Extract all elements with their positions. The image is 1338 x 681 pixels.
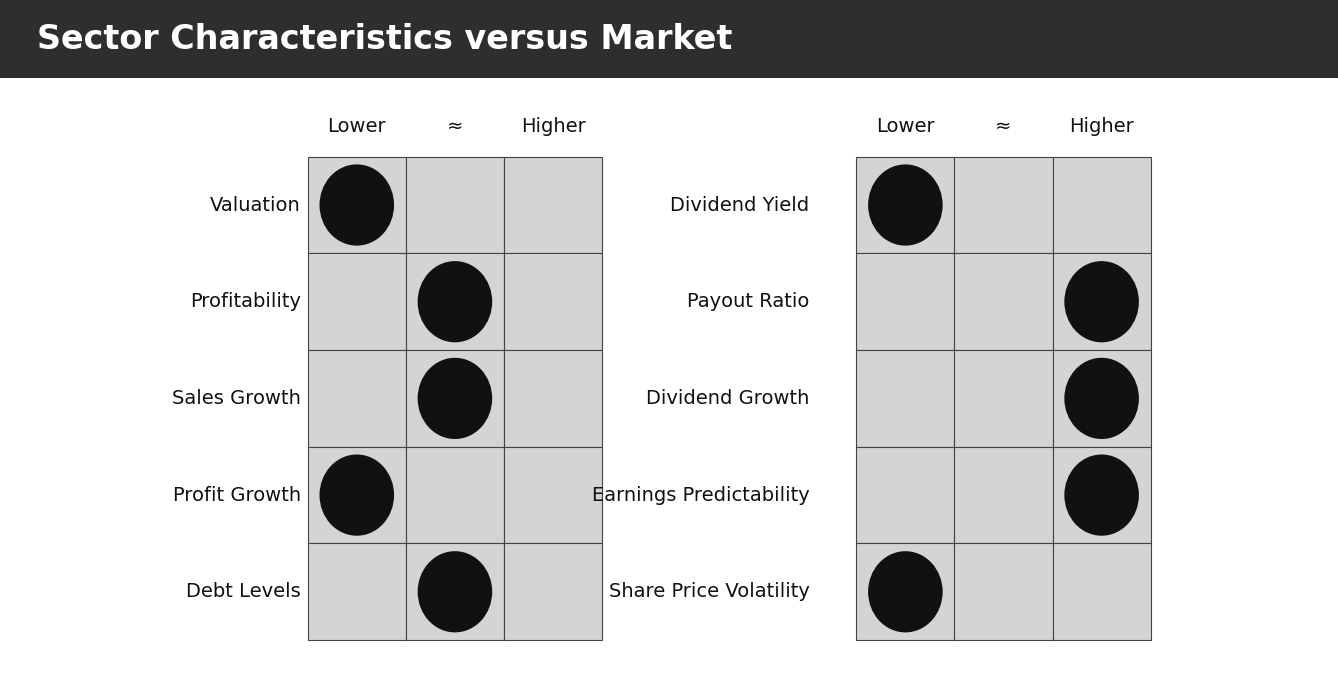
Text: Sales Growth: Sales Growth	[173, 389, 301, 408]
Ellipse shape	[417, 261, 492, 343]
Bar	[1053, 543, 1151, 640]
Bar	[504, 350, 602, 447]
Ellipse shape	[417, 358, 492, 439]
Bar	[504, 543, 602, 640]
Text: Lower: Lower	[876, 116, 935, 136]
Ellipse shape	[868, 551, 943, 633]
Ellipse shape	[1064, 261, 1139, 343]
Bar	[1053, 350, 1151, 447]
Text: Profit Growth: Profit Growth	[173, 486, 301, 505]
Bar	[405, 350, 504, 447]
Bar	[405, 157, 504, 253]
Text: ≈: ≈	[995, 116, 1012, 136]
Bar	[405, 543, 504, 640]
Bar	[856, 253, 954, 350]
Bar	[308, 350, 405, 447]
Ellipse shape	[320, 164, 395, 246]
Ellipse shape	[320, 454, 395, 536]
Bar	[1053, 447, 1151, 543]
Bar	[954, 350, 1053, 447]
Text: Share Price Volatility: Share Price Volatility	[609, 582, 809, 601]
Bar	[1053, 157, 1151, 253]
Text: Profitability: Profitability	[190, 292, 301, 311]
Bar	[0, 0, 1338, 78]
Text: Sector Characteristics versus Market: Sector Characteristics versus Market	[37, 22, 733, 56]
Bar	[856, 543, 954, 640]
Bar	[954, 543, 1053, 640]
Text: ≈: ≈	[447, 116, 463, 136]
Text: Lower: Lower	[328, 116, 387, 136]
Bar	[856, 447, 954, 543]
Bar	[504, 157, 602, 253]
Bar	[504, 253, 602, 350]
Ellipse shape	[868, 164, 943, 246]
Bar	[405, 447, 504, 543]
Text: Payout Ratio: Payout Ratio	[688, 292, 809, 311]
Text: Debt Levels: Debt Levels	[186, 582, 301, 601]
Text: Dividend Growth: Dividend Growth	[646, 389, 809, 408]
Bar	[308, 157, 405, 253]
Bar	[308, 447, 405, 543]
Text: Earnings Predictability: Earnings Predictability	[591, 486, 809, 505]
Bar	[954, 253, 1053, 350]
Ellipse shape	[1064, 358, 1139, 439]
Text: Valuation: Valuation	[210, 195, 301, 215]
Text: Higher: Higher	[1069, 116, 1135, 136]
Bar	[954, 447, 1053, 543]
Bar	[954, 157, 1053, 253]
Bar	[308, 543, 405, 640]
Bar	[856, 157, 954, 253]
Bar	[504, 447, 602, 543]
Bar	[405, 253, 504, 350]
Text: Higher: Higher	[520, 116, 586, 136]
Ellipse shape	[1064, 454, 1139, 536]
Bar	[308, 253, 405, 350]
Ellipse shape	[417, 551, 492, 633]
Bar	[856, 350, 954, 447]
Bar	[0, 78, 1338, 681]
Text: Dividend Yield: Dividend Yield	[670, 195, 809, 215]
Bar	[1053, 253, 1151, 350]
